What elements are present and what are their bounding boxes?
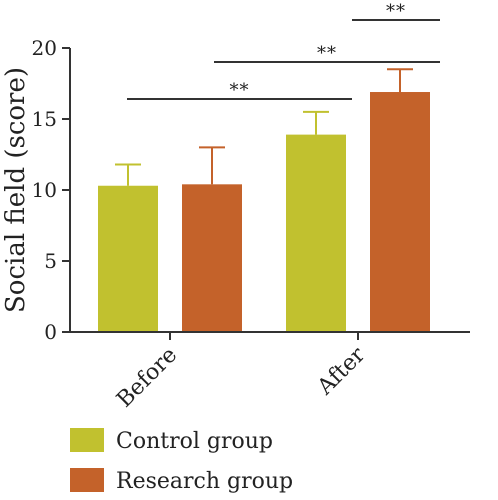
y-ticks-layer: 0 5 10 15 20 <box>32 36 70 344</box>
bar-before-series-1 <box>182 184 242 332</box>
significance-layer: ** ** ** <box>127 1 440 101</box>
bars-layer <box>98 92 430 333</box>
y-tick-label-15: 15 <box>32 107 57 131</box>
error-bars-layer <box>115 68 413 186</box>
legend-label-0: Control group <box>116 429 273 454</box>
bar-before-series-0 <box>98 185 158 332</box>
y-tick-label-0: 0 <box>44 320 57 344</box>
legend: Control group Research group <box>70 428 293 494</box>
significance-label-1: ** <box>317 43 337 64</box>
y-tick-label-5: 5 <box>44 249 57 273</box>
legend-swatch-1 <box>70 468 104 492</box>
significance-label-0: ** <box>230 80 250 101</box>
x-categories-layer: Before After <box>112 332 371 413</box>
y-axis-label: Social field (score) <box>1 67 31 313</box>
y-tick-label-20: 20 <box>32 36 57 60</box>
legend-swatch-0 <box>70 428 104 452</box>
bar-after-series-0 <box>286 134 346 332</box>
bar-after-series-1 <box>370 92 430 333</box>
significance-label-2: ** <box>386 1 406 22</box>
y-tick-label-10: 10 <box>32 178 57 202</box>
x-tick-label-before: Before <box>112 343 182 413</box>
x-tick-label-after: After <box>312 342 370 400</box>
legend-label-1: Research group <box>116 469 293 494</box>
